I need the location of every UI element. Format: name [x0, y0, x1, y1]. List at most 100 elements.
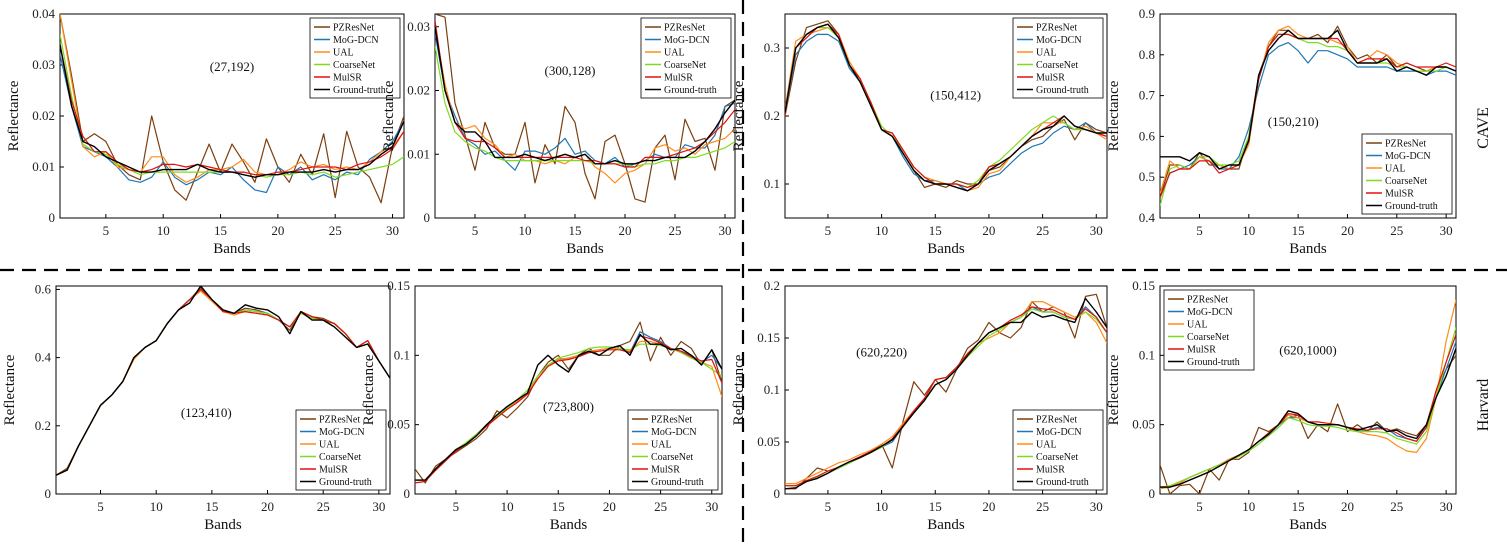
- legend-box: [295, 409, 387, 491]
- x-tick-label: 30: [1090, 499, 1103, 514]
- legend-box: [309, 17, 401, 99]
- pixel-coordinate-annotation: (620,1000): [1279, 343, 1336, 358]
- x-tick-label: 10: [875, 499, 888, 514]
- y-tick-label: 0.1: [764, 382, 780, 397]
- y-tick-label: 0.1: [394, 347, 410, 362]
- y-tick-label: 0.01: [407, 146, 430, 161]
- legend-box: [640, 17, 732, 99]
- series-line-ground-truth: [56, 286, 390, 476]
- x-tick-label: 25: [1036, 499, 1049, 514]
- x-tick-label: 25: [329, 223, 342, 238]
- legend-entry-label: MulSR: [1036, 73, 1065, 84]
- x-tick-label: 20: [603, 499, 616, 514]
- x-tick-label: 15: [929, 223, 942, 238]
- y-axis-label: Reflectance: [2, 354, 18, 425]
- x-tick-label: 20: [982, 499, 995, 514]
- x-tick-label: 10: [1242, 499, 1255, 514]
- x-tick-label: 10: [1242, 223, 1255, 238]
- row-label-cave: CAVE: [1475, 107, 1492, 149]
- x-tick-label: 25: [1390, 499, 1403, 514]
- legend-entry-label: CoarseNet: [651, 452, 693, 463]
- legend-entry-label: PZResNet: [1036, 415, 1077, 426]
- series-line-ground-truth: [1160, 29, 1456, 170]
- chart-panel-7: 5 10 15 20 25 30 0 0.05 0.1 0.15 0.2 Bands Reflectan…: [731, 278, 1108, 533]
- legend-entry-label: MulSR: [1385, 189, 1414, 200]
- y-tick-label: 0.02: [407, 83, 430, 98]
- x-tick-label: 30: [1090, 223, 1103, 238]
- legend-box: [1163, 289, 1255, 371]
- plot-frame: [1159, 285, 1457, 495]
- x-tick-label: 5: [472, 223, 479, 238]
- x-tick-label: 25: [1390, 223, 1403, 238]
- y-tick-label: 0: [404, 486, 411, 501]
- legend-entry-label: CoarseNet: [664, 60, 706, 71]
- series-line-coarsenet: [1160, 327, 1456, 488]
- pixel-coordinate-annotation: (150,412): [930, 88, 981, 103]
- legend-box: [1361, 133, 1453, 215]
- x-tick-label: 10: [875, 223, 888, 238]
- x-tick-label: 5: [825, 223, 832, 238]
- y-tick-label: 0.8: [1139, 47, 1155, 62]
- legend-entry-label: MulSR: [664, 73, 693, 84]
- legend-entry-label: Ground-truth: [651, 477, 704, 488]
- legend-entry-label: CoarseNet: [319, 452, 361, 463]
- series-line-pzresnet: [435, 14, 735, 203]
- y-tick-label: 0.4: [1139, 210, 1156, 225]
- chart-panel-8: 5 10 15 20 25 30 0 0.05 0.1 0.15 Bands Reflectance (…: [1106, 278, 1457, 533]
- legend-entry-label: MulSR: [1036, 465, 1065, 476]
- series-group: [785, 293, 1107, 490]
- legend-entry-label: MulSR: [333, 73, 362, 84]
- y-axis-label: Reflectance: [361, 354, 377, 425]
- legend-entry-label: UAL: [651, 440, 672, 451]
- y-tick-label: 0: [424, 210, 431, 225]
- y-tick-label: 0.03: [32, 57, 55, 72]
- x-tick-label: 10: [157, 223, 170, 238]
- x-tick-label: 30: [372, 499, 385, 514]
- x-tick-label: 15: [569, 223, 582, 238]
- legend-entry-label: PZResNet: [1385, 139, 1426, 150]
- series-line-ground-truth: [415, 333, 722, 481]
- series-line-mog-dcn: [435, 32, 735, 171]
- legend-entry-label: CoarseNet: [1187, 332, 1229, 343]
- y-axis-label: Reflectance: [731, 354, 747, 425]
- pixel-coordinate-annotation: (723,800): [543, 399, 594, 414]
- y-tick-label: 0.2: [764, 278, 780, 293]
- y-tick-label: 0.2: [35, 418, 51, 433]
- y-tick-label: 0.5: [1139, 169, 1155, 184]
- y-tick-label: 0: [45, 486, 52, 501]
- legend-entry-label: PZResNet: [651, 415, 692, 426]
- x-tick-label: 30: [705, 499, 718, 514]
- series-group: [60, 14, 404, 204]
- x-tick-label: 10: [150, 499, 163, 514]
- row-label-harvard: Harvard: [1475, 379, 1492, 431]
- legend-entry-label: Ground-truth: [1187, 357, 1240, 368]
- x-axis-label: Bands: [1289, 517, 1327, 533]
- y-axis-label: Reflectance: [731, 80, 747, 151]
- legend-entry-label: UAL: [1187, 320, 1208, 331]
- x-tick-label: 20: [1341, 223, 1354, 238]
- chart-panel-1: 5 10 15 20 25 30 0 0.01 0.02 0.03 0.04 Bands Reflect…: [6, 6, 405, 257]
- legend-entry-label: UAL: [1385, 164, 1406, 175]
- x-axis-label: Bands: [550, 517, 588, 533]
- legend-entry-label: CoarseNet: [333, 60, 375, 71]
- pixel-coordinate-annotation: (150,210): [1268, 114, 1319, 129]
- x-tick-label: 20: [271, 223, 284, 238]
- legend-entry-label: MoG-DCN: [1036, 427, 1082, 438]
- series-group: [785, 20, 1107, 192]
- y-tick-label: 0.7: [1139, 88, 1156, 103]
- legend-box: [1012, 409, 1104, 491]
- series-line-pzresnet: [415, 321, 722, 484]
- x-tick-label: 20: [261, 499, 274, 514]
- x-tick-label: 5: [825, 499, 832, 514]
- chart-panel-3: 5 10 15 20 25 30 0.1 0.2 0.3 Bands Reflectance (150…: [731, 13, 1108, 257]
- legend-box: [627, 409, 719, 491]
- legend-entry-label: PZResNet: [1187, 295, 1228, 306]
- pixel-coordinate-annotation: (300,128): [545, 63, 596, 78]
